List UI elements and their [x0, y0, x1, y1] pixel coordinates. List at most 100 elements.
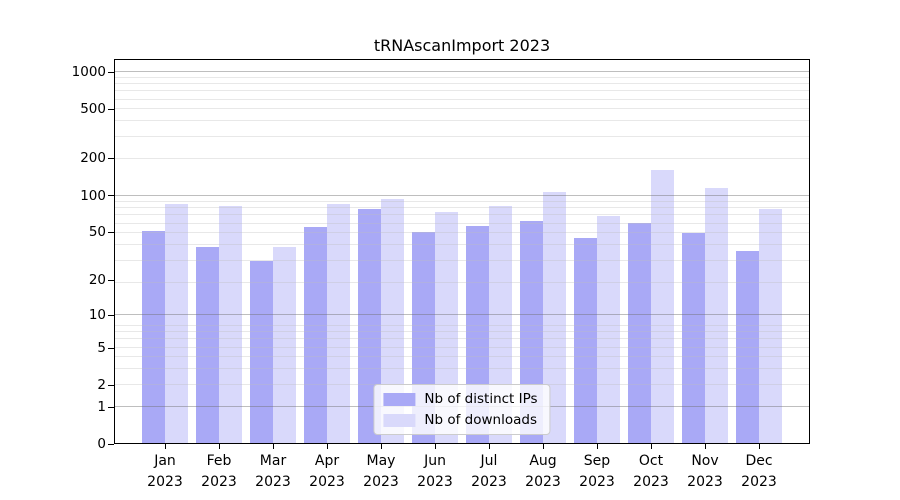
gridline-minor [114, 338, 810, 340]
y-tick-label: 200 [80, 150, 106, 167]
y-tick-mark [108, 72, 114, 73]
x-tick-mark [165, 444, 166, 449]
gridline-major [114, 194, 810, 196]
gridline-minor [114, 214, 810, 216]
x-tick-label-jul: Jul 2023 [471, 453, 507, 490]
y-tick-label: 0 [97, 436, 106, 452]
y-tick-label: 1 [97, 398, 106, 415]
x-tick-mark [543, 444, 544, 449]
bar-aug-downloads [543, 191, 566, 444]
x-tick-mark [597, 444, 598, 449]
bar-feb-distinct-ips [196, 246, 219, 444]
x-tick-mark [273, 444, 274, 449]
gridline-minor [114, 207, 810, 208]
bar-oct-downloads [651, 170, 674, 444]
x-tick-label-apr: Apr 2023 [309, 453, 345, 490]
y-tick-label: 10 [88, 306, 106, 323]
bar-dec-downloads [759, 208, 782, 444]
gridline-minor [114, 157, 810, 159]
bar-dec-distinct-ips [736, 251, 759, 444]
gridline-minor [114, 324, 810, 326]
bar-mar-downloads [273, 246, 296, 444]
x-tick-label-dec: Dec 2023 [741, 453, 777, 490]
bar-jan-distinct-ips [142, 231, 165, 444]
bar-apr-downloads [327, 203, 350, 444]
x-tick-label-sep: Sep 2023 [579, 453, 615, 490]
bar-oct-distinct-ips [628, 222, 651, 444]
x-tick-label-jun: Jun 2023 [417, 453, 453, 490]
bar-sep-downloads [597, 216, 620, 444]
gridline-minor [114, 259, 810, 261]
bar-jan-downloads [165, 203, 188, 444]
gridline-minor [114, 120, 810, 122]
x-tick-mark [381, 444, 382, 449]
gridline-minor [114, 232, 810, 234]
x-tick-label-aug: Aug 2023 [525, 453, 561, 490]
x-tick-label-mar: Mar 2023 [255, 453, 291, 490]
y-tick-mark [108, 315, 114, 316]
y-tick-mark [108, 348, 114, 349]
chart-title: tRNAscanImport 2023 [373, 36, 551, 55]
y-tick-mark [108, 280, 114, 281]
legend-item-distinct-ips: Nb of distinct IPs [383, 391, 538, 407]
legend-label-downloads: Nb of downloads [424, 412, 537, 428]
gridline-minor [114, 281, 810, 283]
y-tick-mark [108, 158, 114, 159]
gridline-minor [114, 200, 810, 202]
legend-label-distinct-ips: Nb of distinct IPs [424, 391, 538, 407]
y-tick-mark [108, 444, 114, 445]
gridline-minor [114, 135, 810, 137]
x-tick-mark [489, 444, 490, 449]
bar-sep-distinct-ips [574, 237, 597, 444]
x-tick-label-nov: Nov 2023 [687, 453, 723, 490]
x-tick-label-jan: Jan 2023 [147, 453, 183, 490]
y-tick-label: 100 [80, 187, 106, 204]
x-tick-mark [435, 444, 436, 449]
plot-area: Nb of distinct IPs Nb of downloads [114, 59, 810, 444]
y-tick-mark [108, 407, 114, 408]
gridline-minor [114, 98, 810, 100]
gridline-major [114, 313, 810, 315]
y-tick-mark [108, 195, 114, 196]
y-tick-label: 20 [88, 272, 106, 288]
gridline-minor [114, 368, 810, 370]
gridline-minor [114, 331, 810, 332]
gridlines-layer [114, 59, 810, 444]
x-tick-label-may: May 2023 [363, 453, 399, 490]
y-tick-mark [108, 109, 114, 110]
x-tick-mark [759, 444, 760, 449]
bar-may-downloads [381, 199, 404, 444]
y-tick-label: 500 [80, 101, 106, 118]
y-tick-label: 2 [97, 376, 106, 393]
y-tick-label: 50 [88, 224, 106, 241]
x-tick-label-feb: Feb 2023 [201, 453, 237, 490]
legend-swatch-downloads [383, 413, 416, 427]
gridline-minor [114, 90, 810, 92]
bar-nov-distinct-ips [682, 233, 705, 444]
gridline-minor [114, 346, 810, 348]
x-tick-mark [651, 444, 652, 449]
bar-feb-downloads [219, 206, 242, 444]
y-tick-label: 1000 [71, 63, 106, 80]
bar-nov-downloads [705, 187, 728, 444]
gridline-minor [114, 108, 810, 110]
gridline-minor [114, 244, 810, 246]
legend-item-downloads: Nb of downloads [383, 412, 537, 428]
x-tick-label-oct: Oct 2023 [633, 453, 669, 490]
x-tick-mark [327, 444, 328, 449]
gridline-major [114, 70, 810, 72]
gridline-minor [114, 83, 810, 84]
gridline-minor [114, 356, 810, 358]
gridline-minor [114, 76, 810, 78]
y-tick-mark [108, 232, 114, 233]
y-tick-label: 5 [97, 339, 106, 356]
legend-swatch-distinct-ips [383, 392, 416, 406]
x-tick-mark [705, 444, 706, 449]
bar-mar-distinct-ips [250, 260, 273, 444]
x-tick-mark [219, 444, 220, 449]
y-tick-mark [108, 385, 114, 386]
bar-apr-distinct-ips [304, 227, 327, 444]
gridline-minor [114, 222, 810, 224]
legend: Nb of distinct IPs Nb of downloads [373, 384, 551, 435]
